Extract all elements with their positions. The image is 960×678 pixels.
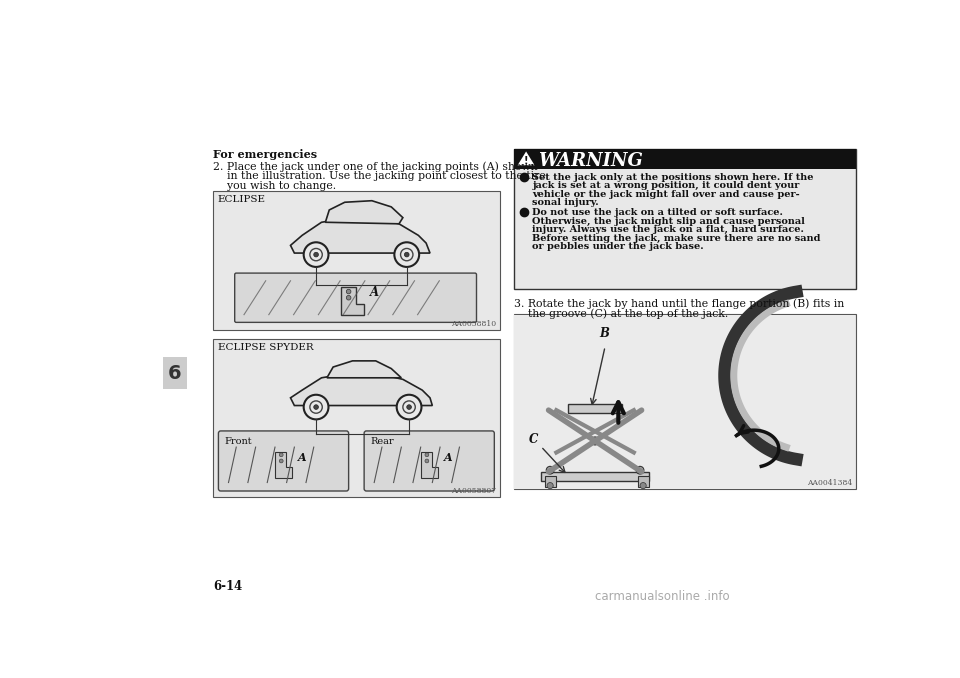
Polygon shape: [341, 287, 364, 315]
Bar: [213, 339, 500, 497]
Circle shape: [407, 405, 412, 410]
Circle shape: [425, 459, 429, 463]
Polygon shape: [325, 201, 403, 224]
Circle shape: [314, 405, 319, 410]
Circle shape: [403, 401, 416, 413]
Text: 6: 6: [168, 363, 181, 382]
Polygon shape: [275, 452, 292, 478]
Circle shape: [404, 252, 409, 257]
Bar: [637, 477, 649, 487]
Circle shape: [310, 248, 323, 261]
Text: Front: Front: [225, 437, 252, 446]
Circle shape: [425, 453, 429, 457]
Text: Rear: Rear: [371, 437, 394, 446]
Polygon shape: [420, 452, 438, 478]
Circle shape: [547, 483, 553, 489]
Circle shape: [396, 395, 421, 420]
Text: Before setting the jack, make sure there are no sand: Before setting the jack, make sure there…: [532, 234, 821, 243]
Polygon shape: [327, 361, 401, 378]
Circle shape: [279, 459, 283, 463]
Text: jack is set at a wrong position, it could dent your: jack is set at a wrong position, it coul…: [532, 182, 800, 191]
Text: 6-14: 6-14: [213, 580, 242, 593]
FancyBboxPatch shape: [234, 273, 476, 322]
Circle shape: [395, 242, 420, 267]
Circle shape: [347, 290, 351, 294]
Text: ECLIPSE: ECLIPSE: [218, 195, 266, 204]
Bar: [213, 191, 500, 330]
Polygon shape: [291, 218, 430, 253]
Bar: [540, 472, 649, 481]
Text: sonal injury.: sonal injury.: [532, 199, 599, 207]
Circle shape: [400, 248, 413, 261]
Text: Otherwise, the jack might slip and cause personal: Otherwise, the jack might slip and cause…: [532, 217, 805, 226]
Text: B: B: [599, 327, 609, 340]
Text: Set the jack only at the positions shown here. If the: Set the jack only at the positions shown…: [532, 173, 814, 182]
Circle shape: [640, 483, 646, 489]
Bar: [568, 404, 622, 413]
Circle shape: [303, 395, 328, 420]
Text: vehicle or the jack might fall over and cause per-: vehicle or the jack might fall over and …: [532, 190, 800, 199]
Circle shape: [347, 296, 351, 300]
Circle shape: [303, 242, 328, 267]
Circle shape: [279, 453, 283, 457]
Text: injury. Always use the jack on a flat, hard surface.: injury. Always use the jack on a flat, h…: [532, 225, 804, 235]
Circle shape: [546, 466, 554, 474]
Text: the groove (C) at the top of the jack.: the groove (C) at the top of the jack.: [514, 308, 728, 319]
Text: A: A: [370, 286, 378, 299]
FancyBboxPatch shape: [219, 431, 348, 491]
Text: A: A: [444, 452, 452, 463]
Text: ECLIPSE SPYDER: ECLIPSE SPYDER: [218, 343, 313, 352]
Text: or pebbles under the jack base.: or pebbles under the jack base.: [532, 242, 704, 252]
Text: Do not use the jack on a tilted or soft surface.: Do not use the jack on a tilted or soft …: [532, 208, 783, 218]
Text: 3. Rotate the jack by hand until the flange portion (B) fits in: 3. Rotate the jack by hand until the fla…: [514, 298, 844, 309]
Text: For emergencies: For emergencies: [213, 149, 317, 160]
Bar: [515, 315, 855, 489]
Text: carmanualsonline .info: carmanualsonline .info: [595, 590, 730, 603]
Bar: [514, 149, 856, 290]
Text: AA0041384: AA0041384: [807, 479, 852, 487]
Text: 2. Place the jack under one of the jacking points (A) shown: 2. Place the jack under one of the jacki…: [213, 161, 538, 172]
Bar: [162, 357, 187, 389]
Text: WARNING: WARNING: [539, 152, 643, 170]
Circle shape: [314, 252, 319, 257]
Text: C: C: [529, 433, 539, 446]
Bar: [514, 149, 856, 169]
Bar: [544, 477, 556, 487]
Polygon shape: [517, 151, 535, 165]
Text: AA0058810: AA0058810: [451, 320, 496, 327]
Text: in the illustration. Use the jacking point closest to the tire: in the illustration. Use the jacking poi…: [213, 172, 545, 182]
Circle shape: [310, 401, 323, 413]
Circle shape: [636, 466, 644, 474]
FancyBboxPatch shape: [364, 431, 494, 491]
Text: A: A: [299, 452, 307, 463]
Text: AA0058807: AA0058807: [451, 487, 496, 495]
Polygon shape: [291, 373, 432, 405]
Text: !: !: [524, 157, 528, 166]
Bar: [514, 314, 856, 490]
Text: you wish to change.: you wish to change.: [213, 182, 336, 191]
Circle shape: [591, 437, 599, 445]
